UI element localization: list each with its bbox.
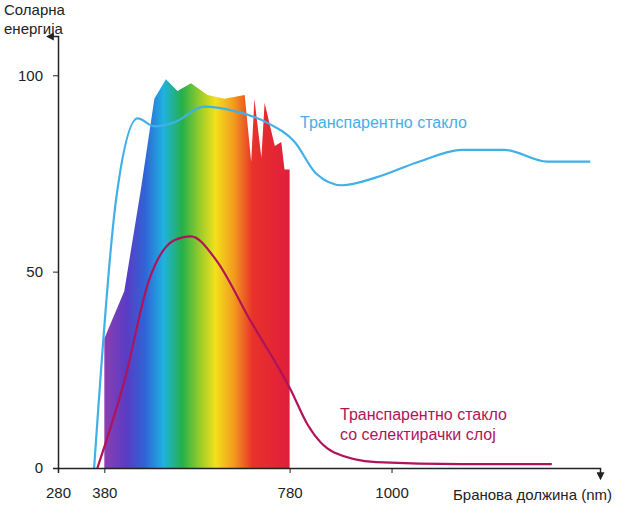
y-tick-mark xyxy=(53,272,58,273)
x-tick: 280 xyxy=(46,468,71,501)
y-axis-line xyxy=(53,37,59,469)
x-tick-mark xyxy=(104,468,105,473)
y-tick: 50 xyxy=(26,263,58,280)
series-label: Транспарентно стакло со селектирачки слој xyxy=(340,406,507,443)
y-tick-label: 100 xyxy=(18,67,43,84)
x-tick-mark xyxy=(392,468,393,473)
x-tick-label: 280 xyxy=(46,484,71,501)
series-label-line: Транспарентно стакло xyxy=(340,406,507,423)
x-tick: 780 xyxy=(278,468,303,501)
series-label-line: Транспарентно стакло xyxy=(300,114,467,131)
y-tick-mark xyxy=(53,75,58,76)
y-tick-mark xyxy=(53,468,58,469)
series-label: Транспарентно стакло xyxy=(300,114,467,131)
spectrum-area xyxy=(104,79,289,468)
y-tick-label: 0 xyxy=(35,459,43,476)
x-axis-title: Бранова должина (nm) xyxy=(453,486,612,503)
series-label-line: со селектирачки слој xyxy=(340,426,496,443)
plot-marks xyxy=(94,79,590,468)
y-axis-title-line: Соларна xyxy=(4,1,66,18)
series-line xyxy=(94,107,590,468)
x-tick: 1000 xyxy=(375,468,408,501)
y-axis-title-line: енергија xyxy=(4,20,63,37)
y-tick: 0 xyxy=(35,459,58,476)
x-tick-label: 1000 xyxy=(375,484,408,501)
y-tick-label: 50 xyxy=(26,263,43,280)
y-axis: 0 50 100 xyxy=(18,37,59,477)
chart: 280 380 780 1000 0 50 100 Соларна енергија Бранов… xyxy=(0,0,620,515)
series-line xyxy=(97,236,551,468)
x-tick-label: 780 xyxy=(278,484,303,501)
x-tick-label: 380 xyxy=(92,484,117,501)
x-tick-mark xyxy=(290,468,291,473)
y-tick: 100 xyxy=(18,67,58,84)
x-axis-line xyxy=(59,469,601,474)
y-axis-title: Соларна енергија xyxy=(4,1,66,37)
x-tick: 380 xyxy=(92,468,117,501)
